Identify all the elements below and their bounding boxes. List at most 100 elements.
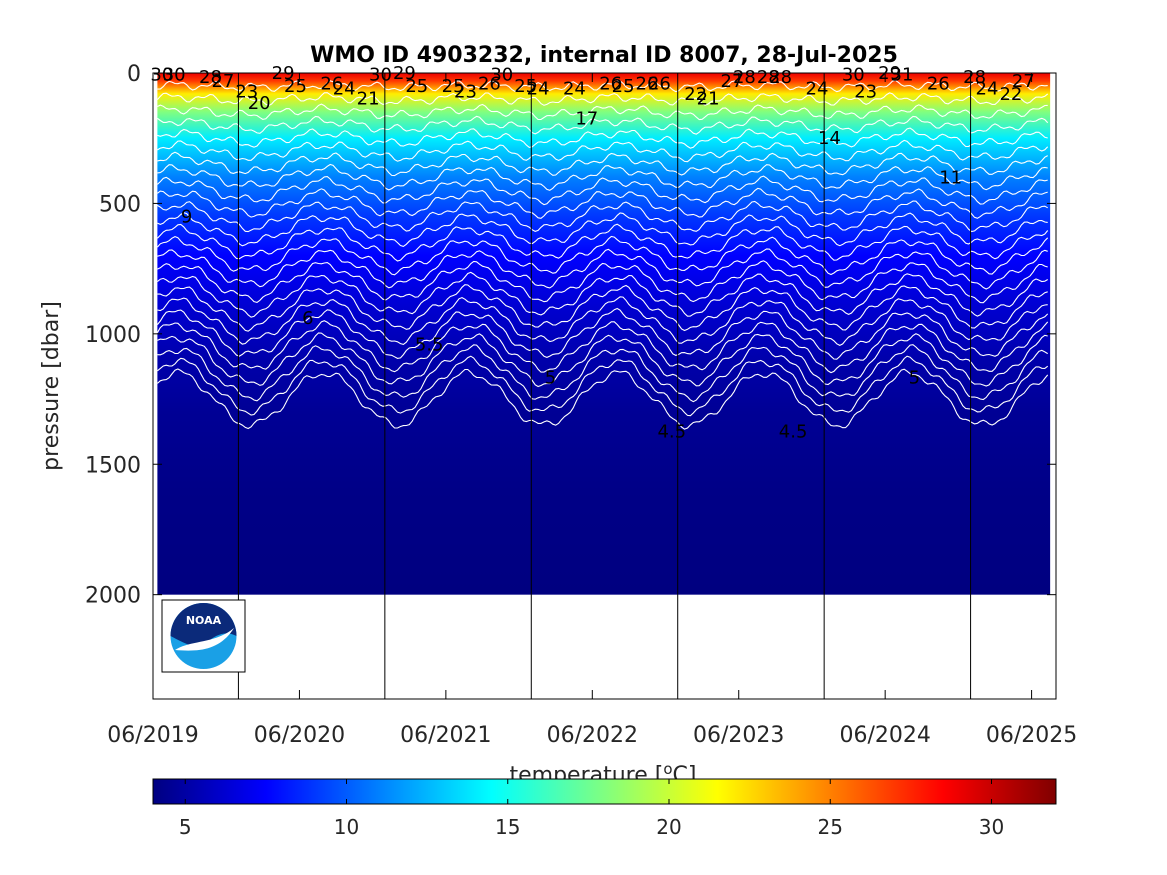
- contour-line: [157, 284, 1048, 332]
- contour-label: 5: [909, 367, 920, 388]
- contour-label: 28: [769, 67, 792, 88]
- contour-lines: [156, 79, 1049, 430]
- year-boundary-lines: [237, 73, 972, 699]
- contour-label: 25: [284, 76, 307, 97]
- contour-line: [157, 163, 1048, 191]
- contour-label: 29: [393, 63, 416, 84]
- contour-label: 29: [878, 63, 901, 84]
- contour-label: 26: [648, 73, 671, 94]
- contour-label: 30: [163, 64, 186, 85]
- contour-label: 30: [490, 64, 513, 85]
- contour-label: 28: [963, 67, 986, 88]
- contour-line: [157, 175, 1048, 206]
- contour-label: 25: [612, 76, 635, 97]
- contour-label: 24: [976, 79, 999, 100]
- contour-label: 25: [514, 76, 537, 97]
- contour-label: 23: [454, 81, 477, 102]
- contour-label: 22: [999, 84, 1022, 105]
- x-tick-label: 06/2024: [839, 723, 930, 748]
- contour-label: 4.5: [657, 422, 686, 443]
- contour-label: 14: [818, 128, 841, 149]
- colorbar-tick-label: 5: [179, 815, 192, 839]
- x-tick-label: 06/2020: [254, 723, 345, 748]
- contour-line: [157, 127, 1048, 149]
- contour-label: 26: [320, 73, 343, 94]
- contour-line: [157, 355, 1049, 417]
- noaa-logo-text: NOAA: [186, 614, 222, 627]
- contour-line: [157, 248, 1048, 290]
- contour-line: [157, 344, 1048, 403]
- y-axis: 0 500 1000 1500 2000: [85, 62, 1056, 609]
- colorbar-tick-label: 15: [495, 815, 520, 839]
- chart-title: WMO ID 4903232, internal ID 8007, 28-Jul…: [310, 43, 898, 68]
- contour-label: 25: [405, 76, 428, 97]
- contour-label: 23: [235, 81, 258, 102]
- contour-line: [157, 103, 1048, 121]
- contour-line: [157, 79, 1048, 93]
- y-tick-label: 1500: [85, 453, 141, 478]
- contour-line: [157, 271, 1048, 318]
- contour-line: [157, 212, 1048, 248]
- contour-label: 26: [478, 73, 501, 94]
- contour-label: 22: [684, 84, 707, 105]
- y-tick-label: 0: [127, 62, 141, 87]
- contour-line: [157, 151, 1048, 177]
- contour-line: [156, 320, 1049, 374]
- contour-label: 21: [357, 88, 380, 109]
- y-tick-label: 2000: [85, 584, 141, 609]
- noaa-logo: NOAA: [161, 599, 246, 673]
- contour-label: 24: [806, 79, 829, 100]
- colorbar-tick-label: 20: [656, 815, 681, 839]
- contour-label: 11: [939, 167, 962, 188]
- contour-label: 27: [1012, 71, 1035, 92]
- colorbar: [152, 778, 1057, 805]
- colorbar-tick-label: 10: [334, 815, 359, 839]
- contour-label: 17: [575, 109, 598, 130]
- contour-label: 30: [150, 64, 173, 85]
- x-tick-label: 06/2021: [400, 723, 491, 748]
- contour-label: 29: [272, 63, 295, 84]
- contour-line: [157, 368, 1049, 430]
- y-tick-label: 1000: [85, 323, 141, 348]
- contour-label: 21: [697, 88, 720, 109]
- contour-label: 26: [927, 73, 950, 94]
- contour-label: 6: [302, 308, 313, 329]
- contour-line: [157, 332, 1048, 388]
- x-tick-label: 06/2019: [107, 723, 198, 748]
- contour-label: 24: [333, 79, 356, 100]
- contour-label: 31: [891, 64, 914, 85]
- contour-label: 4.5: [779, 422, 808, 443]
- contour-label: 27: [721, 71, 744, 92]
- contour-label: 28: [757, 67, 780, 88]
- contour-label: 26: [599, 73, 622, 94]
- contour-label: 30: [369, 64, 392, 85]
- contour-line: [157, 200, 1048, 233]
- colorbar-tick-label: 30: [979, 815, 1004, 839]
- contour-line: [157, 139, 1049, 163]
- colorbar-ticks: 5 10 15 20 25 30: [179, 779, 1004, 839]
- contour-line: [156, 235, 1049, 276]
- contour-label: 24: [563, 79, 586, 100]
- contour-label: 27: [211, 71, 234, 92]
- contour-label: 28: [733, 67, 756, 88]
- contour-label: 24: [527, 79, 550, 100]
- contour-line: [156, 92, 1049, 107]
- contour-label: 9: [181, 207, 192, 228]
- contour-label: 30: [842, 64, 865, 85]
- contour-line: [157, 223, 1049, 262]
- contour-line: [157, 187, 1048, 219]
- plot-frame: [152, 72, 1057, 700]
- contour-label: 28: [199, 67, 222, 88]
- x-tick-label: 06/2022: [547, 723, 638, 748]
- y-tick-label: 500: [99, 192, 141, 217]
- contour-label: 23: [854, 81, 877, 102]
- contour-label: 20: [248, 93, 271, 114]
- contour-label: 5: [545, 367, 556, 388]
- plot-area: [156, 73, 1051, 699]
- x-axis: 06/2019 06/2020 06/2021 06/2022 06/2023 06/20…: [107, 73, 1077, 748]
- contour-label: 26: [636, 73, 659, 94]
- contour-line: [156, 307, 1049, 360]
- contour-label: 5.5: [415, 334, 444, 355]
